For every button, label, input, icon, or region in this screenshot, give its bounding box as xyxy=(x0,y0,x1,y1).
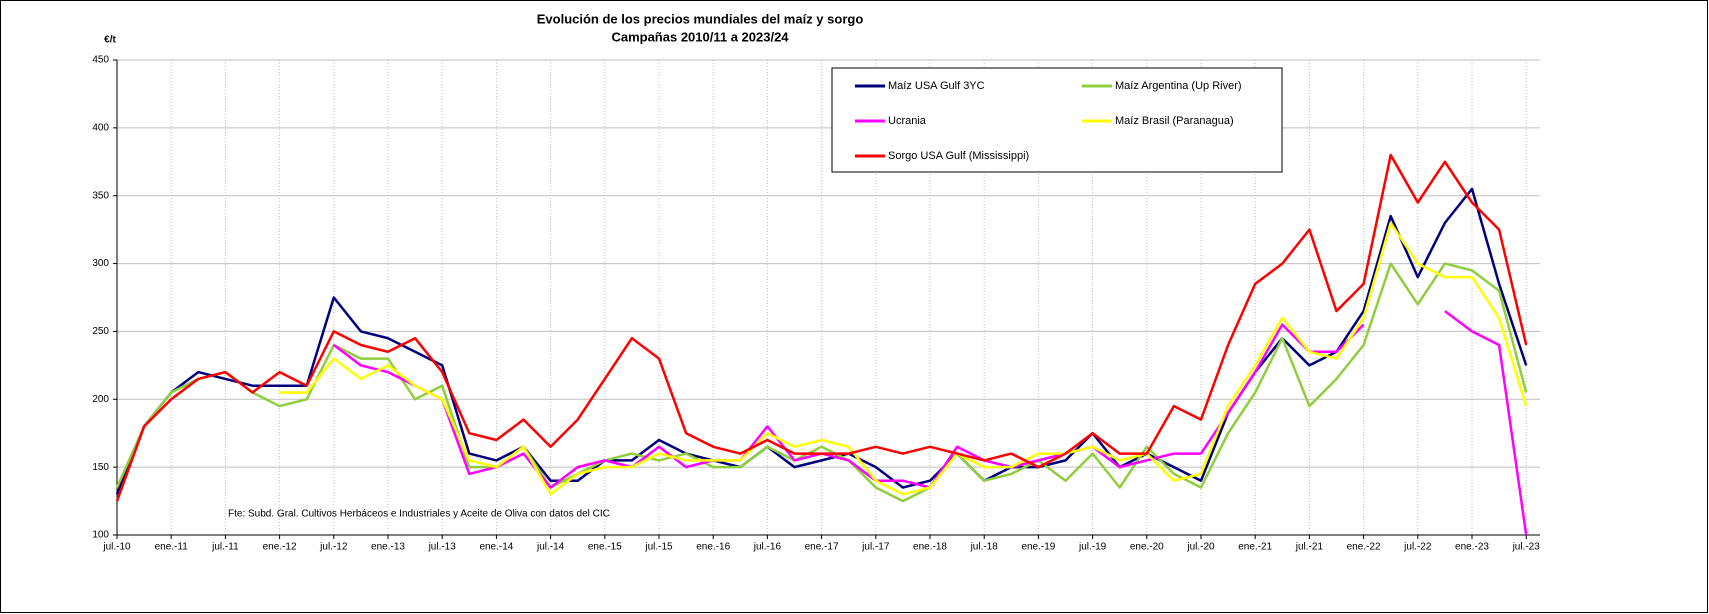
x-tick-label: ene.-23 xyxy=(1455,542,1489,553)
x-tick-label: ene.-12 xyxy=(263,542,297,553)
y-tick-label: 400 xyxy=(92,122,109,133)
y-tick-label: 350 xyxy=(92,190,109,201)
x-tick-label: jul.-10 xyxy=(102,542,131,553)
x-tick-label: jul.-17 xyxy=(861,542,890,553)
x-tick-label: ene.-18 xyxy=(913,542,947,553)
y-tick-label: 150 xyxy=(92,462,109,473)
series-line xyxy=(115,153,1528,502)
x-tick-label: jul.-18 xyxy=(970,542,999,553)
legend-label: Maíz USA Gulf 3YC xyxy=(888,80,985,92)
x-tick-label: jul.-13 xyxy=(428,542,457,553)
legend-label: Maíz Brasil (Paranagua) xyxy=(1115,115,1234,127)
x-tick-label: ene.-11 xyxy=(155,542,189,553)
x-tick-label: ene.-17 xyxy=(805,542,839,553)
x-tick-label: ene.-15 xyxy=(588,542,622,553)
legend-label: Maíz Argentina (Up River) xyxy=(1115,80,1242,92)
x-tick-label: ene.-19 xyxy=(1021,542,1055,553)
x-tick-label: ene.-21 xyxy=(1238,542,1272,553)
legend-label: Sorgo USA Gulf (Mississippi) xyxy=(888,150,1029,162)
y-tick-label: 450 xyxy=(92,55,109,66)
legend-box xyxy=(831,67,1283,173)
x-tick-label: ene.-22 xyxy=(1347,542,1381,553)
x-tick-label: jul.-20 xyxy=(1186,542,1215,553)
x-tick-label: jul.-16 xyxy=(753,542,782,553)
y-tick-label: 300 xyxy=(92,258,109,269)
x-tick-label: ene.-14 xyxy=(479,542,513,553)
x-tick-label: jul.-14 xyxy=(536,542,565,553)
x-tick-label: jul.-11 xyxy=(211,542,239,553)
annotation: Fte: Subd. Gral. Cultivos Herbáceos e In… xyxy=(228,509,610,520)
y-tick-label: 250 xyxy=(92,326,109,337)
y-tick-label: 100 xyxy=(92,530,109,541)
legend-label: Ucrania xyxy=(888,115,927,127)
y-axis-label: €/t xyxy=(104,35,116,46)
x-tick-label: jul.-19 xyxy=(1078,542,1107,553)
x-tick-label: jul.-23 xyxy=(1512,542,1541,553)
x-tick-label: jul.-15 xyxy=(644,542,673,553)
x-tick-label: jul.-12 xyxy=(319,542,348,553)
series-line xyxy=(279,221,1528,496)
series-line xyxy=(333,310,1528,536)
x-tick-label: ene.-20 xyxy=(1130,542,1164,553)
x-tick-label: jul.-21 xyxy=(1295,542,1324,553)
series-line xyxy=(115,187,1528,495)
x-tick-label: jul.-22 xyxy=(1403,542,1432,553)
y-tick-label: 200 xyxy=(92,394,109,405)
chart-title: Evolución de los precios mundiales del m… xyxy=(537,11,864,26)
x-tick-label: ene.-13 xyxy=(371,542,405,553)
plot-area xyxy=(117,60,1540,535)
x-tick-label: ene.-16 xyxy=(696,542,730,553)
chart-subtitle: Campañas 2010/11 a 2023/24 xyxy=(611,29,789,44)
series-line xyxy=(115,262,1528,503)
